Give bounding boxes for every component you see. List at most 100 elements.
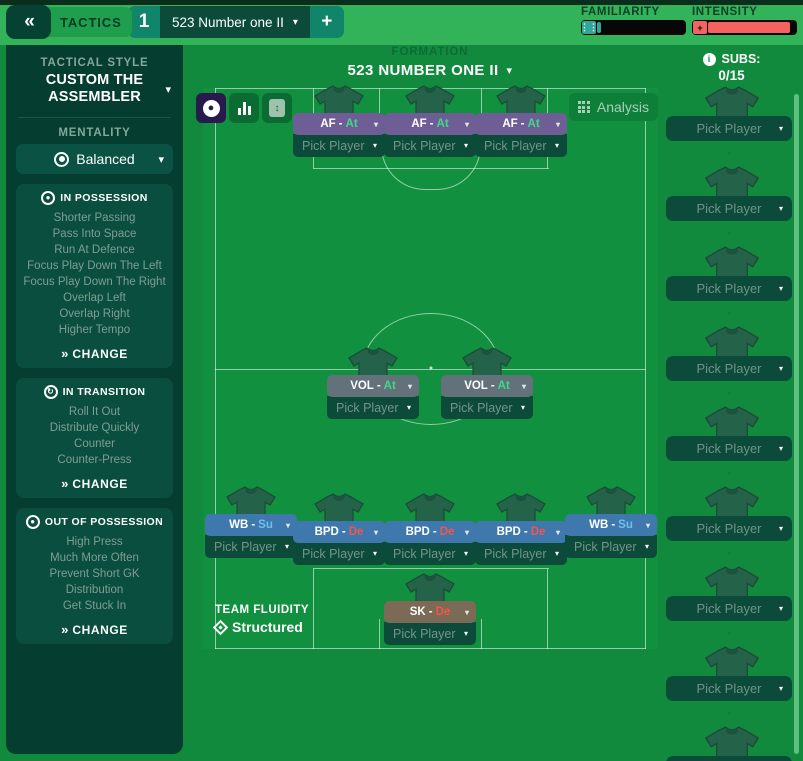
subs-header: i SUBS: xyxy=(660,52,803,66)
pick-player-dropdown[interactable]: Pick Player ▾ xyxy=(475,542,567,565)
role-badge[interactable]: SK - De ▾ xyxy=(384,601,476,623)
sub-pick-player-dropdown[interactable]: Pick Player▾ xyxy=(666,116,792,141)
chevron-down-icon: ▾ xyxy=(372,141,377,150)
tactic-tab-name[interactable]: 523 Number one II ▾ xyxy=(160,6,310,38)
tactics-sidebar: TACTICAL STYLE CUSTOM THE ASSEMBLER ▾ ME… xyxy=(6,45,183,754)
duty-code: De xyxy=(435,606,451,618)
sub-pick-player-dropdown[interactable]: Pick Player▾ xyxy=(666,516,792,541)
change-label: CHANGE xyxy=(72,476,128,491)
stats-view-button[interactable] xyxy=(229,93,259,123)
instruction-item: Prevent Short GK xyxy=(49,568,140,580)
pick-player-label: Pick Player xyxy=(696,601,762,616)
duty-code: De xyxy=(348,526,364,538)
role-badge[interactable]: BPD - De ▾ xyxy=(293,521,385,543)
out-of-possession-change-button[interactable]: » CHANGE xyxy=(22,622,167,637)
chevron-down-icon: ▾ xyxy=(463,141,468,150)
mentality-selector[interactable]: Balanced ▾ xyxy=(16,144,173,174)
pick-player-dropdown[interactable]: Pick Player ▾ xyxy=(565,535,657,558)
chevron-down-icon: ▾ xyxy=(778,204,783,213)
pitch-mode-buttons: ● ↕ xyxy=(196,93,292,123)
formation-header: FORMATION 523 NUMBER ONE II ▾ xyxy=(190,46,670,80)
tactical-style-value: CUSTOM THE ASSEMBLER xyxy=(45,72,144,105)
intensity-bar[interactable]: + xyxy=(692,20,797,35)
in-transition-title: ↻ IN TRANSITION xyxy=(22,385,167,399)
tactics-chip: TACTICS xyxy=(36,7,132,37)
sub-separator: - xyxy=(727,465,731,479)
role-badge[interactable]: WB - Su ▾ xyxy=(205,514,297,536)
role-badge[interactable]: VOL - At ▾ xyxy=(327,375,419,397)
chevron-down-icon: ▾ xyxy=(778,284,783,293)
chevron-down-icon: ▾ xyxy=(406,403,411,412)
sub-pick-player-dropdown[interactable]: Pick Player▾ xyxy=(666,356,792,381)
pitch-line xyxy=(481,88,482,118)
tactical-style-selector[interactable]: CUSTOM THE ASSEMBLER ▾ xyxy=(16,72,173,106)
role-badge[interactable]: BPD - De ▾ xyxy=(384,521,476,543)
sub-slot: Pick Player ▾ - xyxy=(660,403,803,483)
pick-player-dropdown[interactable]: Pick Player ▾ xyxy=(293,542,385,565)
team-fluidity-value: Structured xyxy=(232,619,303,635)
intensity-meter: INTENSITY + xyxy=(692,6,797,35)
double-chevron-right-icon: » xyxy=(61,622,68,637)
instruction-item: Roll It Out xyxy=(68,406,121,418)
sub-pick-player-dropdown[interactable]: Pick Player ▾ xyxy=(666,276,792,301)
chevron-down-icon: ▾ xyxy=(463,629,468,638)
role-badge[interactable]: AF - At ▾ xyxy=(293,113,385,135)
role-badge[interactable]: BPD - De ▾ xyxy=(475,521,567,543)
formation-selector[interactable]: 523 NUMBER ONE II ▾ xyxy=(348,62,513,79)
role-separator: - xyxy=(523,526,528,538)
pick-player-dropdown[interactable]: Pick Player ▾ xyxy=(475,134,567,157)
role-code: AF xyxy=(320,118,336,130)
sub-pick-player-dropdown[interactable]: Pick Player▾ xyxy=(666,756,792,761)
role-badge[interactable]: VOL - At ▾ xyxy=(441,375,533,397)
duty-code: Su xyxy=(618,519,633,531)
back-button[interactable]: « xyxy=(6,5,51,39)
role-separator: - xyxy=(338,118,343,130)
player-view-button[interactable]: ● xyxy=(196,93,226,123)
subs-panel: i SUBS: 0/15 Pick Player ▾ - Pick Player ▾ - P… xyxy=(660,52,803,761)
role-code: VOL xyxy=(350,380,374,392)
intensity-fill xyxy=(708,22,790,33)
sub-pick-player-dropdown[interactable]: Pick Player▾ xyxy=(666,436,792,461)
sub-pick-player-dropdown[interactable]: Pick Player▾ xyxy=(666,596,792,621)
pick-player-dropdown[interactable]: Pick Player ▾ xyxy=(384,542,476,565)
role-code: WB xyxy=(589,519,609,531)
familiarity-fill xyxy=(597,22,601,33)
chevron-down-icon: ▾ xyxy=(555,527,560,537)
sub-separator: - xyxy=(727,705,731,719)
in-possession-change-button[interactable]: » CHANGE xyxy=(22,346,167,361)
sub-pick-player-dropdown[interactable]: Pick Player▾ xyxy=(666,676,792,701)
role-badge[interactable]: WB - Su ▾ xyxy=(565,514,657,536)
depth-view-button[interactable]: ↕ xyxy=(262,93,292,123)
pick-player-dropdown[interactable]: Pick Player ▾ xyxy=(384,134,476,157)
tactics-label: TACTICS xyxy=(60,14,122,30)
pick-player-label: Pick Player xyxy=(696,121,762,136)
info-icon[interactable]: i xyxy=(702,52,716,66)
familiarity-bar[interactable]: ⋮⋮ xyxy=(581,20,686,35)
top-bar: TACTICS « 1 523 Number one II ▾ + FAMILI… xyxy=(0,0,803,45)
pick-player-dropdown[interactable]: Pick Player ▾ xyxy=(205,535,297,558)
pick-player-label: Pick Player xyxy=(696,281,762,296)
pitch-line xyxy=(547,569,548,649)
sub-pick-player-dropdown[interactable]: Pick Player▾ xyxy=(666,196,792,221)
duty-code: Su xyxy=(258,519,273,531)
pick-player-dropdown[interactable]: Pick Player ▾ xyxy=(384,622,476,645)
pick-player-dropdown[interactable]: Pick Player ▾ xyxy=(327,396,419,419)
player-slot-bpd-6: BPD - De ▾ Pick Player ▾ xyxy=(293,493,385,565)
pick-player-dropdown[interactable]: Pick Player ▾ xyxy=(441,396,533,419)
instruction-item: Pass Into Space xyxy=(52,228,137,240)
add-tactic-button[interactable]: + xyxy=(309,6,344,38)
pick-player-dropdown[interactable]: Pick Player ▾ xyxy=(293,134,385,157)
analysis-button[interactable]: Analysis xyxy=(568,93,658,121)
team-fluidity: TEAM FLUIDITY Structured xyxy=(212,604,309,635)
in-transition-change-button[interactable]: » CHANGE xyxy=(22,476,167,491)
role-code: BPD xyxy=(314,526,339,538)
pick-player-label: Pick Player xyxy=(696,361,762,376)
role-badge[interactable]: AF - At ▾ xyxy=(384,113,476,135)
pick-player-label: Pick Player xyxy=(302,138,365,153)
subs-scrollbar[interactable] xyxy=(794,94,799,754)
tactic-tab-number[interactable]: 1 xyxy=(128,6,160,38)
chevron-down-icon: ▾ xyxy=(645,520,650,530)
role-separator: - xyxy=(428,606,433,618)
chevron-down-icon: ▾ xyxy=(554,141,559,150)
role-badge[interactable]: AF - At ▾ xyxy=(475,113,567,135)
